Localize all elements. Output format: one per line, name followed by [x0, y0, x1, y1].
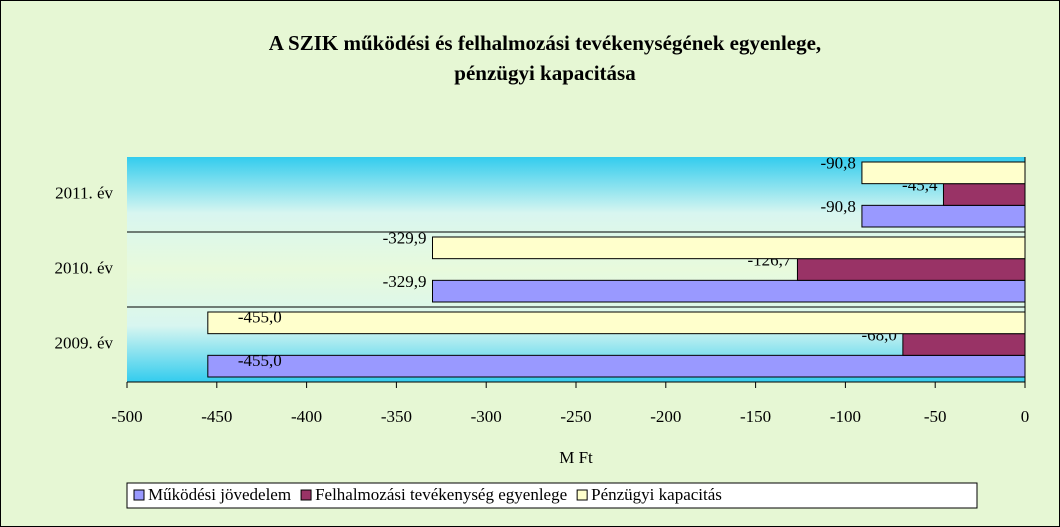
bar — [796, 258, 1026, 281]
legend-swatch — [576, 489, 588, 501]
x-tick-label: -300 — [471, 407, 502, 426]
x-tick-label: -100 — [830, 407, 861, 426]
bar — [861, 204, 1026, 228]
bar — [861, 161, 1026, 185]
legend-label: Felhalmozási tevékenység egyenlege — [315, 485, 567, 504]
value-label: -329,9 — [383, 272, 427, 291]
y-tick-label: 2010. év — [54, 258, 113, 277]
bar — [431, 279, 1026, 303]
x-tick-label: -450 — [201, 407, 232, 426]
chart-title: A SZIK működési és felhalmozási tevékeny… — [269, 31, 821, 55]
value-label: -455,0 — [238, 351, 282, 370]
value-label: -455,0 — [238, 308, 282, 327]
legend-label: Működési jövedelem — [148, 485, 291, 504]
bar — [207, 354, 1026, 378]
x-tick-label: -150 — [740, 407, 771, 426]
chart-subtitle: pénzügyi kapacitása — [454, 61, 636, 85]
x-axis-label: M Ft — [559, 448, 593, 467]
bar — [942, 183, 1026, 206]
bar — [431, 236, 1026, 260]
x-tick-label: -50 — [924, 407, 947, 426]
x-tick-label: -500 — [111, 407, 142, 426]
value-label: -90,8 — [821, 154, 856, 173]
bar — [902, 333, 1026, 356]
legend-swatch — [300, 489, 312, 501]
x-tick-label: -200 — [650, 407, 681, 426]
x-tick-label: -400 — [291, 407, 322, 426]
y-tick-label: 2009. év — [54, 333, 113, 352]
value-label: -90,8 — [821, 197, 856, 216]
value-label: -329,9 — [383, 229, 427, 248]
bar — [207, 311, 1026, 335]
legend-swatch — [133, 489, 145, 501]
x-tick-label: -250 — [560, 407, 591, 426]
y-tick-label: 2011. év — [55, 183, 113, 202]
legend-label: Pénzügyi kapacitás — [591, 485, 722, 504]
legend — [126, 482, 978, 509]
x-tick-label: 0 — [1021, 407, 1030, 426]
x-tick-label: -350 — [381, 407, 412, 426]
